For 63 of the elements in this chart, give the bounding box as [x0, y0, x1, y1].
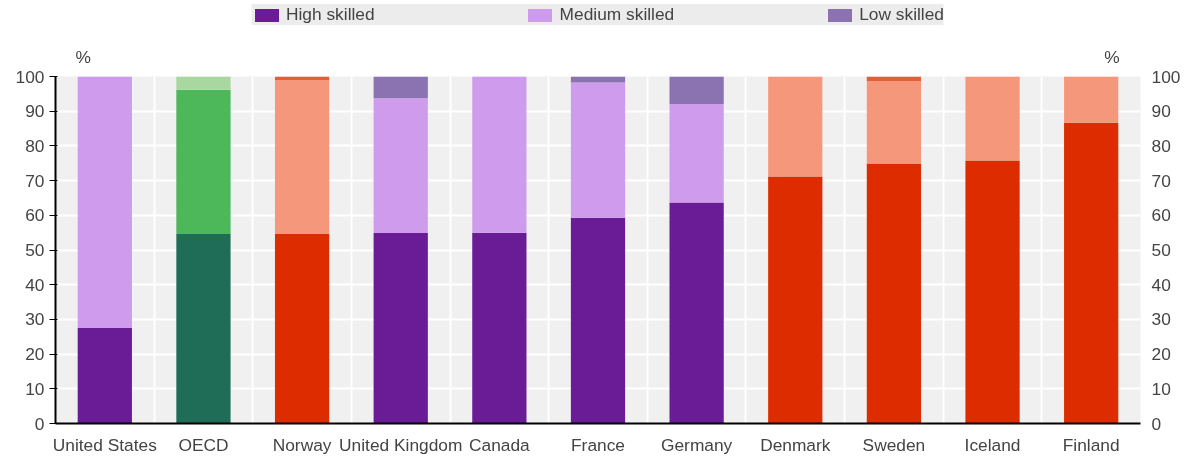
- legend-label: Low skilled: [859, 4, 944, 25]
- bar: [669, 103, 724, 203]
- bar: [373, 233, 428, 424]
- bar: [768, 76, 823, 177]
- y2-tick-label: 50: [1151, 240, 1171, 260]
- y-tick-label: 80: [25, 135, 45, 156]
- y2-tick-label: 60: [1151, 205, 1171, 226]
- y2-tick-label: 70: [1151, 170, 1171, 191]
- bar: [965, 160, 1020, 424]
- y-tick-label: 10: [25, 378, 45, 399]
- y2-tick-label: 30: [1151, 309, 1171, 330]
- y2-tick-label: 100: [1151, 66, 1181, 87]
- bar: [274, 79, 330, 235]
- y2-tick-label: 80: [1151, 135, 1171, 156]
- bar: [77, 76, 132, 329]
- y-tick-label: 30: [25, 309, 45, 330]
- y2-tick-label: 0: [1151, 413, 1162, 434]
- bar: [570, 217, 626, 424]
- y-tick-label: 100: [15, 66, 45, 87]
- x-tick-label: United States: [52, 434, 158, 455]
- bar: [1064, 76, 1119, 123]
- bar: [274, 234, 330, 424]
- x-tick-label: Canada: [469, 434, 531, 455]
- y-tick-label: 50: [25, 240, 45, 260]
- bar: [373, 98, 428, 233]
- legend-label: Medium skilled: [559, 4, 675, 25]
- bar: [176, 76, 231, 90]
- y2-tick-label: 20: [1151, 344, 1171, 365]
- bar: [768, 176, 823, 424]
- y-axis-title: %: [75, 46, 91, 67]
- y-tick-label: 20: [25, 344, 45, 365]
- x-tick-label: Finland: [1062, 434, 1120, 455]
- y2-tick-label: 10: [1151, 378, 1171, 399]
- legend-label: High skilled: [286, 4, 375, 25]
- y-tick-label: 0: [34, 413, 45, 434]
- bar: [965, 76, 1020, 161]
- x-tick-label: Denmark: [760, 434, 831, 455]
- y-tick-label: 60: [25, 205, 45, 226]
- x-tick-label: United Kingdom: [339, 434, 463, 455]
- bar: [866, 81, 922, 164]
- bar: [866, 163, 922, 424]
- bar: [669, 76, 724, 104]
- bar: [373, 76, 428, 99]
- x-tick-label: Sweden: [862, 434, 926, 455]
- y-tick-label: 90: [25, 101, 45, 122]
- x-tick-label: Iceland: [964, 434, 1021, 455]
- bar: [1064, 122, 1119, 424]
- bar: [176, 234, 231, 424]
- bar: [472, 76, 527, 233]
- bar: [669, 202, 724, 424]
- bar: [472, 232, 527, 424]
- bar: [176, 89, 231, 235]
- bar: [77, 328, 132, 424]
- x-tick-label: France: [571, 434, 625, 455]
- x-tick-label: OECD: [178, 434, 229, 455]
- bar: [570, 82, 626, 218]
- y2-tick-label: 40: [1151, 274, 1171, 295]
- y2-axis-title: %: [1104, 46, 1120, 67]
- y2-tick-label: 90: [1151, 101, 1171, 122]
- x-tick-label: Germany: [661, 434, 733, 455]
- x-tick-label: Norway: [272, 434, 332, 455]
- y-tick-label: 70: [25, 170, 45, 191]
- y-tick-label: 40: [25, 274, 45, 295]
